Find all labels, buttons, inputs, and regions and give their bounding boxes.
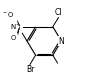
Text: O: O (10, 35, 15, 41)
Text: Br: Br (26, 65, 34, 74)
Text: $\mathdefault{N}$$\mathdefault{^{+}}$: $\mathdefault{N}$$\mathdefault{^{+}}$ (10, 22, 20, 32)
Text: Cl: Cl (55, 8, 62, 17)
Text: $\mathdefault{^-}$O: $\mathdefault{^-}$O (2, 10, 15, 19)
Text: N: N (59, 36, 64, 46)
